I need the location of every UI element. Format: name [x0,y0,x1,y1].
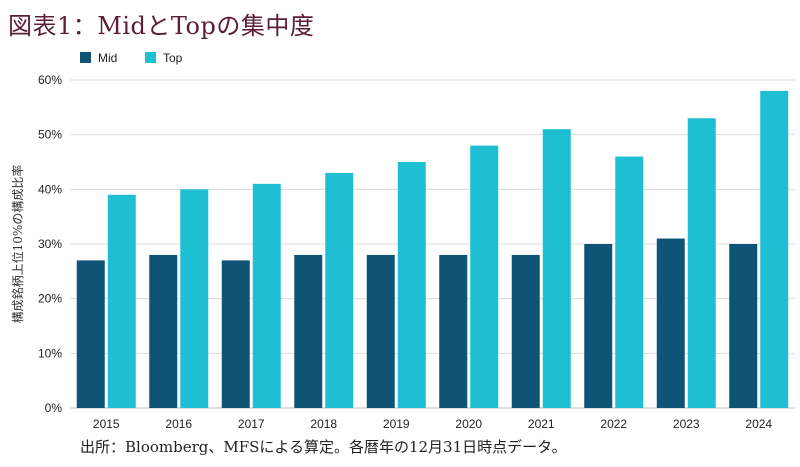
bars [76,90,789,409]
legend-swatch-top [145,52,156,63]
bar-mid-2019 [366,254,395,408]
x-tick-label: 2024 [745,417,772,431]
x-tick-label: 2021 [528,417,555,431]
bar-top-2015 [107,194,136,408]
chart-title: 図表1：MidとTopの集中度 [8,12,315,40]
y-tick-label: 50% [38,128,62,142]
x-tick-label: 2020 [455,417,482,431]
x-tick-label: 2022 [600,417,627,431]
legend-swatch-mid [80,52,91,63]
bar-top-2017 [252,183,281,408]
y-tick-label: 30% [38,237,62,251]
bar-mid-2023 [656,238,685,408]
gridlines [70,79,795,409]
bar-mid-2015 [76,260,105,408]
y-tick-label: 10% [38,346,62,360]
bar-mid-2022 [584,244,613,408]
x-tick-label: 2017 [238,417,265,431]
bar-mid-2018 [294,254,323,408]
y-tick-label: 20% [38,292,62,306]
legend-label-mid: Mid [98,51,117,65]
y-tick-label: 40% [38,182,62,196]
x-tick-label: 2018 [310,417,337,431]
legend: Mid Top [80,51,183,65]
bar-top-2018 [325,172,354,408]
bar-top-2023 [687,118,716,409]
bar-top-2022 [615,156,644,408]
bar-mid-2016 [149,254,178,408]
y-axis-ticks: 0% 10% 20% 30% 40% 50% 60% [38,73,62,415]
bar-mid-2017 [221,260,250,408]
x-tick-label: 2016 [165,417,192,431]
x-tick-label: 2019 [383,417,410,431]
bar-mid-2020 [439,254,468,408]
x-axis-ticks: 2015 2016 2017 2018 2019 2020 2021 2022 2023 2024 [93,417,773,431]
y-tick-label: 0% [45,401,63,415]
bar-top-2024 [760,90,789,408]
legend-label-top: Top [163,51,183,65]
bar-top-2021 [542,129,571,408]
bar-mid-2024 [729,244,758,408]
x-tick-label: 2015 [93,417,120,431]
bar-mid-2021 [511,254,540,408]
bar-top-2016 [180,189,209,408]
y-axis-title: 構成銘柄上位10%の構成比率 [10,165,25,324]
y-tick-label: 60% [38,73,62,87]
x-tick-label: 2023 [673,417,700,431]
bar-top-2019 [397,162,426,408]
bar-top-2020 [470,145,499,408]
source-note: 出所：Bloomberg、MFSによる算定。各暦年の12月31日時点データ。 [80,438,567,456]
